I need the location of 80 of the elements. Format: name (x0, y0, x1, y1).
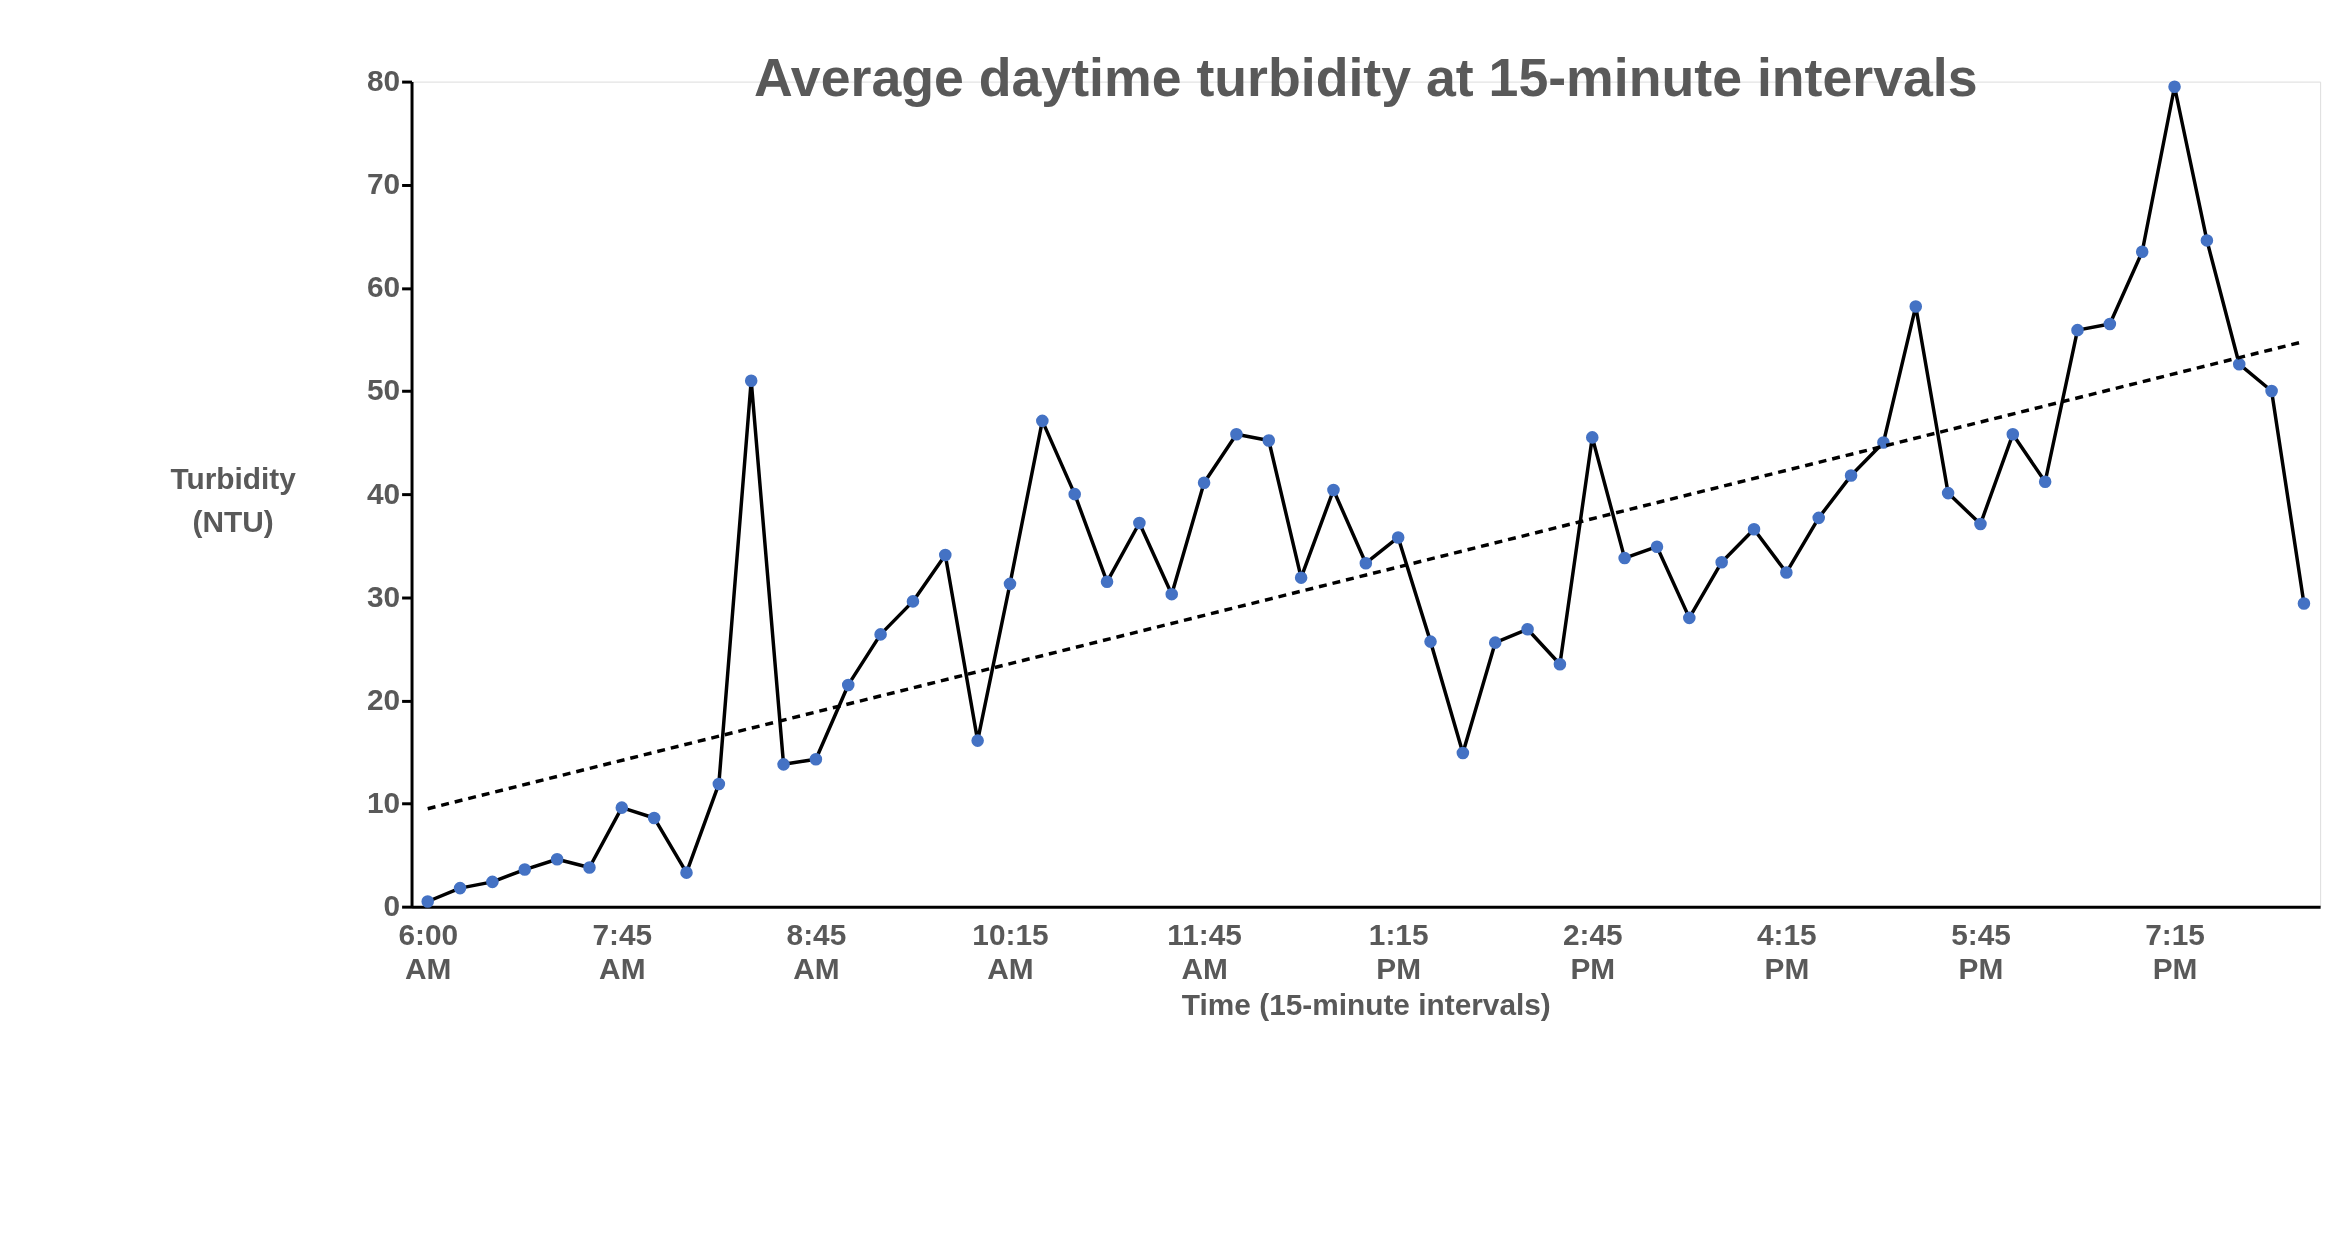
point (1456, 746, 1470, 760)
point (1553, 658, 1567, 671)
x-tick-label: 7:45 AM (592, 917, 653, 985)
point (939, 548, 952, 562)
point (1683, 611, 1696, 625)
point (2168, 80, 2181, 94)
point (2038, 475, 2052, 489)
point (1715, 555, 1728, 569)
point (1262, 434, 1276, 447)
x-tick-label: 6:00 AM (398, 917, 459, 985)
point (2071, 323, 2084, 337)
point (1812, 511, 1825, 525)
point (971, 734, 984, 747)
x-tick-label: 11:45 AM (1167, 917, 1242, 985)
point (1003, 577, 1017, 591)
point (1488, 636, 1502, 649)
point (1165, 587, 1179, 601)
y-tick-label: 20 (366, 682, 401, 716)
point (777, 758, 790, 771)
y-tick-label: 70 (366, 167, 401, 201)
point (680, 866, 693, 879)
point (2232, 357, 2246, 371)
point (1036, 414, 1049, 428)
point (1327, 483, 1340, 497)
x-tick-label: 10:15 AM (972, 917, 1049, 985)
point (1424, 635, 1437, 648)
point (1844, 469, 1858, 482)
y-axis-title: Turbidity (NTU) (170, 461, 297, 539)
point (809, 752, 823, 766)
point (1747, 522, 1761, 536)
point (453, 881, 467, 895)
x-tick-label: 5:45 PM (1951, 917, 2011, 985)
y-tick-label: 0 (383, 889, 401, 923)
point (1230, 428, 1243, 441)
point (1941, 486, 1955, 500)
y-tick-label: 30 (366, 579, 401, 613)
point (1359, 556, 1373, 570)
chart-title: Average daytime turbidity at 15-minute intervals (754, 46, 1978, 107)
point (874, 628, 887, 641)
point (841, 678, 855, 692)
point (2135, 245, 2149, 259)
x-tick-label: 7:15 PM (2145, 917, 2205, 985)
y-tick-label: 10 (366, 785, 401, 819)
y-tick-label: 60 (366, 270, 401, 304)
x-tick-label: 1:15 PM (1368, 917, 1429, 985)
point (1650, 540, 1664, 554)
point (647, 811, 661, 825)
point (1909, 300, 1923, 313)
x-tick-label: 2:45 PM (1562, 917, 1623, 985)
point (518, 863, 532, 876)
point (615, 801, 629, 814)
point (550, 852, 564, 866)
point (583, 861, 596, 874)
point (1197, 476, 1211, 490)
point (421, 895, 434, 908)
point (1521, 622, 1534, 636)
point (1780, 566, 1793, 579)
point (1974, 517, 1987, 531)
point (1585, 431, 1599, 444)
point (2103, 317, 2117, 331)
point (1068, 487, 1081, 501)
point (1391, 531, 1405, 544)
point (1618, 551, 1631, 565)
y-tick-label: 50 (366, 373, 401, 407)
point (1133, 516, 1146, 530)
point (486, 875, 499, 889)
x-tick-label: 4:15 PM (1757, 917, 1817, 985)
y-tick-label: 40 (366, 476, 401, 510)
y-tick-label: 80 (366, 64, 401, 98)
point (744, 374, 758, 387)
point (2265, 384, 2278, 398)
x-axis-title: Time (15-minute intervals) (1181, 987, 1551, 1021)
point (1294, 571, 1308, 584)
point (2297, 597, 2311, 610)
point (906, 595, 920, 608)
point (1100, 575, 1114, 589)
point (2200, 234, 2214, 247)
point (712, 777, 726, 791)
x-tick-label: 8:45 AM (786, 917, 847, 985)
point (2006, 428, 2020, 441)
